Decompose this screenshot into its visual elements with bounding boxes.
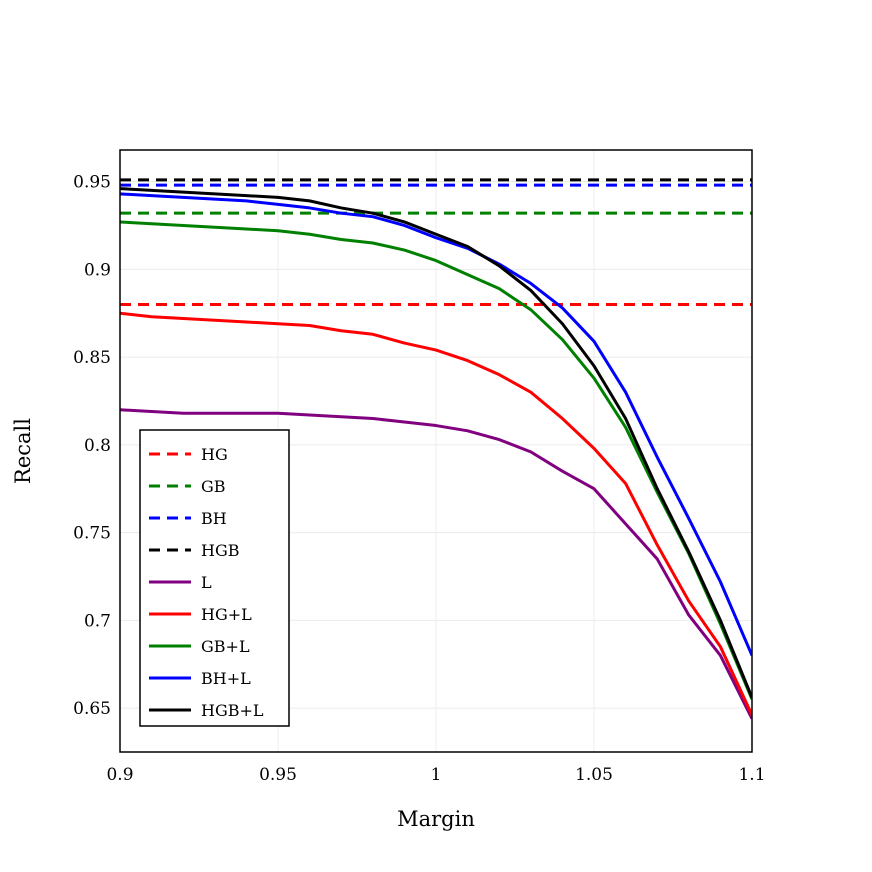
x-tick-label: 0.95 (259, 765, 297, 785)
series-l-line (120, 408, 752, 720)
x-axis-label: Margin (397, 807, 475, 831)
y-tick-label: 0.85 (73, 348, 111, 368)
legend-label: HGB+L (201, 701, 264, 720)
plot-frame (119, 149, 753, 753)
y-tick-label: 0.95 (73, 173, 111, 193)
y-tick-label: 0.9 (84, 260, 111, 280)
x-tick-label: 1.1 (738, 765, 765, 785)
series-hgb-plus-l-line (120, 187, 752, 699)
series-bh-plus-l-line (120, 192, 752, 657)
series-gb-plus-l-line (120, 220, 752, 700)
legend-label: GB (201, 477, 226, 496)
axis-ticks: 0.9 0.95 1 1.05 1.1 0.65 0.7 0.75 0.8 0.85 0.9 0.95 (73, 173, 765, 785)
x-tick-label: 0.9 (106, 765, 133, 785)
y-axis-label: Recall (11, 418, 35, 484)
legend-label: HGB (201, 541, 240, 560)
y-tick-label: 0.75 (73, 524, 111, 544)
legend-label: GB+L (201, 637, 250, 656)
legend-label: L (201, 573, 212, 592)
x-tick-label: 1 (431, 765, 442, 785)
legend-label: BH+L (201, 669, 251, 688)
series-lines (120, 178, 752, 720)
series-hg-plus-l-line (120, 311, 752, 716)
legend-label: HG+L (201, 605, 252, 624)
y-tick-label: 0.7 (84, 611, 111, 631)
legend-label: HG (201, 445, 228, 464)
y-tick-label: 0.65 (73, 699, 111, 719)
x-tick-label: 1.05 (575, 765, 613, 785)
legend: HG GB BH HGB L HG+L GB+L BH+L HGB+L (139, 429, 290, 727)
legend-label: BH (201, 509, 227, 528)
y-tick-label: 0.8 (84, 436, 111, 456)
